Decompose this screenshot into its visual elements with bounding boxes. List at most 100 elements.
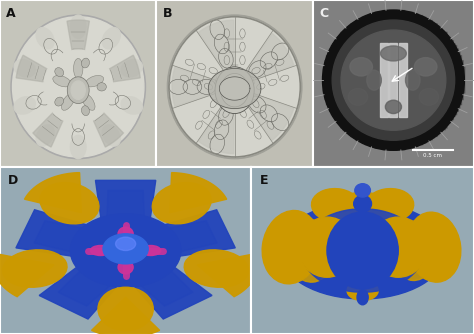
Polygon shape bbox=[172, 67, 235, 107]
Polygon shape bbox=[197, 254, 257, 297]
Ellipse shape bbox=[341, 30, 446, 130]
Ellipse shape bbox=[332, 20, 455, 140]
Ellipse shape bbox=[82, 58, 90, 68]
Ellipse shape bbox=[262, 210, 320, 284]
Ellipse shape bbox=[414, 57, 437, 76]
Ellipse shape bbox=[121, 59, 143, 77]
Polygon shape bbox=[209, 68, 261, 109]
Ellipse shape bbox=[36, 27, 54, 49]
Ellipse shape bbox=[141, 245, 161, 256]
Polygon shape bbox=[219, 77, 250, 100]
Ellipse shape bbox=[348, 89, 368, 105]
Polygon shape bbox=[33, 87, 78, 147]
Ellipse shape bbox=[284, 219, 334, 282]
Ellipse shape bbox=[381, 46, 406, 61]
Polygon shape bbox=[78, 55, 140, 87]
Polygon shape bbox=[67, 20, 90, 87]
Polygon shape bbox=[170, 173, 227, 213]
Ellipse shape bbox=[405, 70, 420, 90]
Text: D: D bbox=[8, 174, 18, 187]
Ellipse shape bbox=[385, 100, 401, 114]
Ellipse shape bbox=[354, 195, 372, 212]
Polygon shape bbox=[91, 297, 160, 334]
Ellipse shape bbox=[62, 93, 75, 110]
Polygon shape bbox=[109, 242, 212, 319]
Ellipse shape bbox=[40, 183, 99, 224]
Ellipse shape bbox=[118, 261, 133, 274]
Ellipse shape bbox=[345, 192, 381, 209]
Text: C: C bbox=[319, 7, 328, 20]
Ellipse shape bbox=[350, 57, 373, 76]
Circle shape bbox=[169, 17, 301, 157]
Polygon shape bbox=[109, 242, 193, 306]
Ellipse shape bbox=[102, 27, 120, 49]
Ellipse shape bbox=[67, 77, 89, 104]
Ellipse shape bbox=[357, 290, 368, 305]
Ellipse shape bbox=[70, 135, 86, 159]
Ellipse shape bbox=[369, 217, 427, 277]
Ellipse shape bbox=[347, 281, 378, 301]
Ellipse shape bbox=[36, 125, 54, 146]
Polygon shape bbox=[16, 210, 132, 263]
Polygon shape bbox=[119, 210, 235, 263]
Ellipse shape bbox=[152, 183, 211, 224]
Ellipse shape bbox=[215, 67, 254, 114]
Ellipse shape bbox=[82, 106, 90, 116]
Polygon shape bbox=[34, 221, 132, 263]
Circle shape bbox=[70, 214, 181, 287]
Ellipse shape bbox=[91, 245, 110, 256]
Ellipse shape bbox=[393, 220, 438, 281]
Text: 0.5 cm: 0.5 cm bbox=[423, 153, 442, 158]
Ellipse shape bbox=[311, 189, 360, 222]
Polygon shape bbox=[39, 242, 142, 319]
Polygon shape bbox=[106, 190, 146, 250]
Circle shape bbox=[103, 234, 148, 264]
Polygon shape bbox=[16, 55, 78, 87]
Ellipse shape bbox=[220, 73, 249, 107]
Ellipse shape bbox=[407, 212, 461, 282]
Polygon shape bbox=[199, 20, 235, 87]
Bar bbox=[390, 43, 397, 117]
Bar bbox=[380, 43, 388, 117]
Ellipse shape bbox=[365, 189, 414, 222]
Ellipse shape bbox=[14, 97, 36, 114]
Ellipse shape bbox=[97, 82, 106, 91]
Ellipse shape bbox=[71, 81, 85, 100]
Ellipse shape bbox=[327, 212, 398, 289]
Ellipse shape bbox=[419, 89, 438, 105]
Ellipse shape bbox=[301, 209, 424, 292]
Circle shape bbox=[44, 50, 113, 124]
Ellipse shape bbox=[55, 97, 64, 106]
Ellipse shape bbox=[14, 59, 36, 77]
Circle shape bbox=[11, 15, 146, 159]
Ellipse shape bbox=[298, 217, 356, 277]
Ellipse shape bbox=[82, 93, 95, 110]
Ellipse shape bbox=[355, 184, 370, 197]
Polygon shape bbox=[199, 87, 235, 154]
Polygon shape bbox=[25, 173, 82, 213]
Ellipse shape bbox=[98, 287, 153, 331]
Ellipse shape bbox=[279, 202, 446, 299]
Ellipse shape bbox=[55, 67, 64, 76]
Circle shape bbox=[12, 17, 144, 157]
Polygon shape bbox=[0, 254, 54, 297]
Ellipse shape bbox=[118, 227, 133, 240]
Polygon shape bbox=[235, 87, 294, 140]
Circle shape bbox=[167, 15, 302, 159]
Text: E: E bbox=[260, 174, 269, 187]
Ellipse shape bbox=[367, 70, 381, 90]
Polygon shape bbox=[235, 33, 294, 87]
Ellipse shape bbox=[184, 250, 249, 287]
Bar bbox=[399, 43, 407, 117]
Ellipse shape bbox=[121, 97, 143, 114]
Circle shape bbox=[116, 237, 136, 250]
Ellipse shape bbox=[2, 250, 67, 287]
Polygon shape bbox=[119, 221, 217, 263]
Ellipse shape bbox=[71, 15, 86, 38]
Ellipse shape bbox=[53, 75, 71, 87]
Ellipse shape bbox=[73, 58, 83, 78]
Ellipse shape bbox=[322, 10, 465, 150]
Polygon shape bbox=[58, 242, 142, 306]
Text: A: A bbox=[6, 7, 16, 20]
Polygon shape bbox=[95, 180, 156, 250]
